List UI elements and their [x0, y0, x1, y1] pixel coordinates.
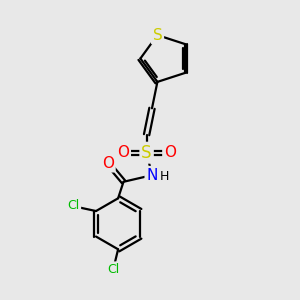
- Text: S: S: [152, 28, 162, 43]
- Text: S: S: [141, 144, 152, 162]
- Text: O: O: [102, 156, 114, 171]
- Text: H: H: [160, 170, 169, 183]
- Text: O: O: [117, 145, 129, 160]
- Text: O: O: [164, 145, 176, 160]
- Text: Cl: Cl: [107, 263, 120, 276]
- Text: Cl: Cl: [68, 200, 80, 212]
- Text: N: N: [146, 168, 158, 183]
